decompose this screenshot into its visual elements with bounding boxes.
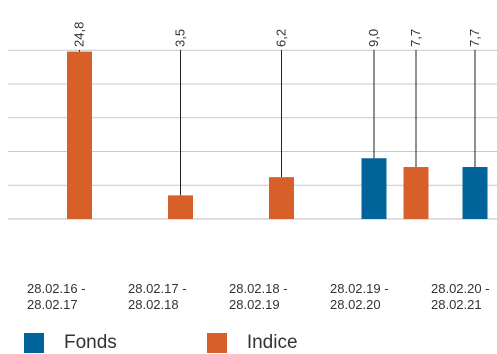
legend-label-fonds: Fonds <box>64 332 117 353</box>
data-label-indice: 3,5 <box>173 29 188 47</box>
x-tick-label: 28.02.18 - <box>229 281 288 296</box>
x-tick-label: 28.02.19 <box>229 297 280 312</box>
x-tick-label: 28.02.17 <box>27 297 78 312</box>
legend-label-indice: Indice <box>246 332 298 353</box>
legend: Fonds Indice <box>24 332 388 354</box>
x-tick-label: 28.02.21 <box>431 297 482 312</box>
bar-indice <box>67 51 92 219</box>
x-tick-label: 28.02.20 <box>330 297 381 312</box>
x-tick-label: 28.02.16 - <box>27 281 86 296</box>
bar-fonds <box>361 158 387 219</box>
data-label-indice: 24,8 <box>72 22 87 47</box>
x-tick-label: 28.02.19 - <box>330 281 389 296</box>
x-tick-label: 28.02.17 - <box>128 281 187 296</box>
bar-indice <box>403 167 429 219</box>
bar-indice <box>168 195 193 219</box>
performance-bar-chart: 24,828.02.16 -28.02.173,528.02.17 -28.02… <box>8 22 497 312</box>
bar-fonds <box>462 167 488 219</box>
legend-swatch-indice <box>206 333 227 353</box>
data-label-indice: 7,7 <box>408 29 423 47</box>
bar-indice <box>269 177 294 219</box>
x-tick-label: 28.02.18 <box>128 297 179 312</box>
x-tick-label: 28.02.20 - <box>431 281 490 296</box>
legend-swatch-fonds <box>24 333 44 353</box>
data-label-fonds: 7,7 <box>467 29 482 47</box>
legend-item-indice: Indice <box>206 332 298 354</box>
legend-item-fonds: Fonds <box>24 332 117 354</box>
data-label-indice: 6,2 <box>274 29 289 47</box>
data-label-fonds: 9,0 <box>366 29 381 47</box>
